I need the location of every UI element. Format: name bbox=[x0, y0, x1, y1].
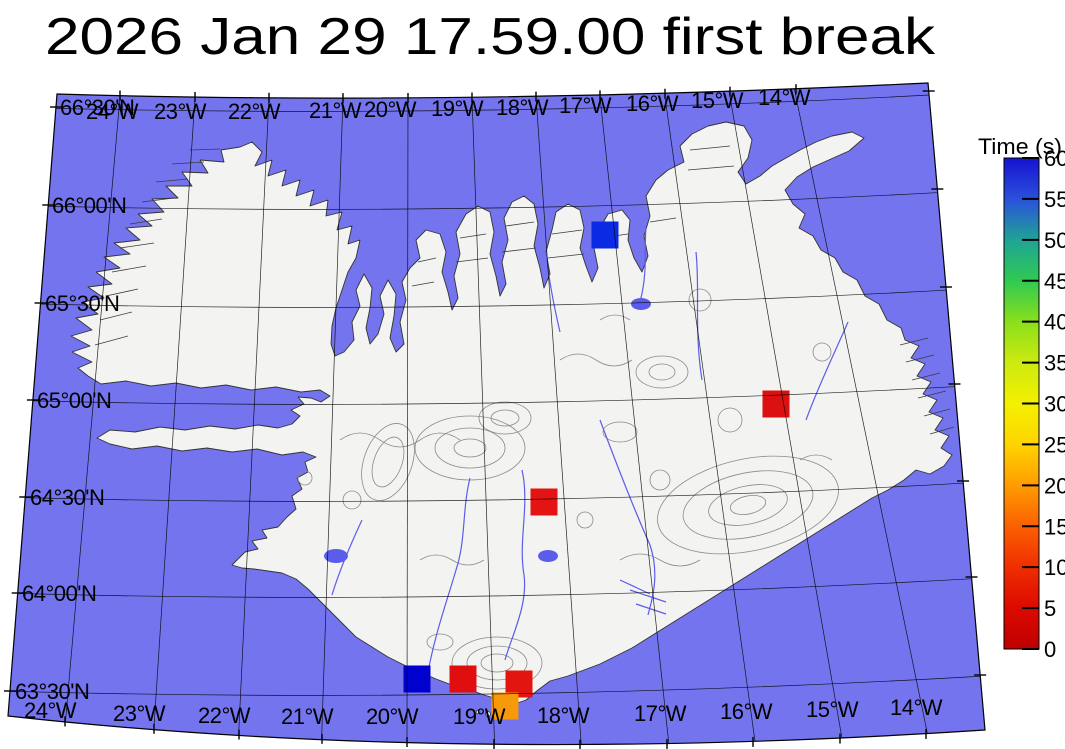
colorbar-tick-label: 40 bbox=[1044, 310, 1065, 335]
latitude-label: 64°00'N bbox=[22, 581, 96, 606]
meridian-line bbox=[597, 83, 671, 745]
longitude-label-bottom: 20°W bbox=[366, 704, 419, 729]
latitude-label: 66°30'N bbox=[60, 95, 134, 120]
parallel-line bbox=[8, 286, 985, 308]
meridian-line bbox=[662, 83, 757, 745]
frame-ticks bbox=[3, 84, 987, 749]
parallel-line bbox=[8, 188, 985, 210]
longitude-label-bottom: 21°W bbox=[281, 704, 334, 729]
longitude-label-top: 17°W bbox=[559, 93, 612, 118]
colorbar-tick-label: 0 bbox=[1044, 637, 1056, 662]
longitude-label-bottom: 18°W bbox=[537, 703, 590, 728]
longitude-label-bottom: 15°W bbox=[806, 697, 859, 722]
longitude-label-bottom: 24°W bbox=[24, 698, 77, 723]
colorbar-tick-label: 25 bbox=[1044, 432, 1065, 457]
longitude-label-bottom: 14°W bbox=[890, 695, 943, 720]
meridian-line bbox=[62, 83, 122, 745]
longitude-label-top: 21°W bbox=[309, 98, 362, 123]
longitude-label-top: 22°W bbox=[228, 99, 281, 124]
meridian-line bbox=[406, 83, 409, 745]
graticule bbox=[8, 83, 985, 745]
longitude-label-bottom: 22°W bbox=[198, 703, 251, 728]
contour-lines bbox=[297, 288, 839, 690]
colorbar-tick-label: 50 bbox=[1044, 228, 1065, 253]
plot-title: 2026 Jan 29 17.59.00 first break bbox=[45, 8, 936, 66]
parallel-line bbox=[8, 90, 985, 112]
longitude-label-top: 14°W bbox=[758, 85, 811, 110]
station-square bbox=[491, 692, 519, 720]
colorbar-tick-label: 55 bbox=[1044, 187, 1065, 212]
longitude-label-top: 19°W bbox=[431, 96, 484, 121]
colorbar-tick-label: 10 bbox=[1044, 555, 1065, 580]
island bbox=[485, 711, 491, 717]
longitude-label-top: 16°W bbox=[626, 91, 679, 116]
parallel-line bbox=[8, 480, 985, 502]
longitude-label-top: 15°W bbox=[691, 88, 744, 113]
station-square bbox=[403, 665, 431, 693]
colorbar-tick-label: 15 bbox=[1044, 514, 1065, 539]
parallel-line bbox=[8, 674, 985, 696]
meridian-line bbox=[470, 83, 496, 745]
colorbar-tick-label: 20 bbox=[1044, 473, 1065, 498]
longitude-label-bottom: 17°W bbox=[634, 701, 687, 726]
meridian-line bbox=[320, 83, 344, 745]
iceland-coastline bbox=[70, 121, 953, 706]
fjord-relief-lines bbox=[94, 145, 955, 435]
latitude-label: 65°00'N bbox=[37, 388, 111, 413]
colorbar: Time (s) 0 5 10 15 20 25 30 35 40 45 50 55 60 bbox=[978, 134, 1065, 662]
latitude-label: 64°30'N bbox=[30, 485, 104, 510]
colorbar-tick-label: 60 bbox=[1044, 146, 1065, 171]
parallel-line bbox=[8, 383, 985, 405]
grid-labels: 66°30'N 66°00'N 65°30'N 65°00'N 64°30'N 64°00… bbox=[15, 85, 943, 729]
meridian-line bbox=[534, 83, 583, 745]
island bbox=[475, 709, 481, 715]
longitude-label-top: 23°W bbox=[154, 99, 207, 124]
longitude-label-top: 18°W bbox=[496, 95, 549, 120]
colorbar-tick-label: 5 bbox=[1044, 596, 1056, 621]
colorbar-tick-label: 35 bbox=[1044, 351, 1065, 376]
station-square bbox=[449, 665, 477, 693]
longitude-label-bottom: 19°W bbox=[453, 704, 506, 729]
longitude-label-top: 24°W bbox=[86, 99, 139, 124]
meridian-line bbox=[152, 83, 197, 745]
colorbar-tick-label: 30 bbox=[1044, 392, 1065, 417]
latitude-label: 66°00'N bbox=[52, 193, 126, 218]
colorbar-tick-label: 45 bbox=[1044, 269, 1065, 294]
latitude-label: 63°30'N bbox=[15, 679, 89, 704]
meridian-line bbox=[726, 83, 845, 745]
map-border bbox=[7, 82, 986, 746]
station-markers bbox=[403, 221, 790, 720]
lakes bbox=[324, 298, 651, 563]
meridian-line bbox=[791, 83, 932, 745]
longitude-label-bottom: 23°W bbox=[113, 701, 166, 726]
longitude-label-top: 20°W bbox=[364, 97, 417, 122]
colorbar-title: Time (s) bbox=[978, 134, 1062, 159]
station-square bbox=[530, 488, 558, 516]
colorbar-ticks: 0 5 10 15 20 25 30 35 40 45 50 55 60 bbox=[1022, 146, 1065, 662]
longitude-label-bottom: 16°W bbox=[720, 699, 773, 724]
latitude-label: 65°30'N bbox=[45, 291, 119, 316]
iceland-landmass bbox=[70, 121, 955, 717]
meridian-line bbox=[237, 83, 271, 745]
parallel-line bbox=[8, 576, 985, 598]
